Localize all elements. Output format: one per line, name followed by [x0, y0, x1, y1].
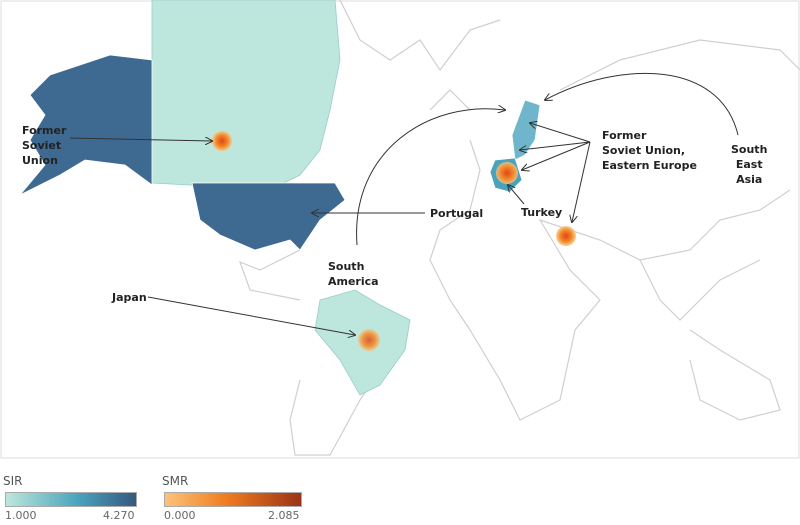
- region-sir-canada[interactable]: [151, 0, 341, 186]
- smr-bubble-middle-east[interactable]: [556, 226, 576, 246]
- annotation-former-soviet-union-eastern-europe: Former Soviet Union, Eastern Europe: [602, 129, 697, 172]
- annotation-portugal: Portugal: [430, 207, 484, 220]
- legend-sir-max: 4.270: [103, 509, 135, 522]
- annotation-south-america: South America: [328, 260, 379, 288]
- smr-bubble-germany[interactable]: [496, 162, 518, 184]
- annotation-japan: Japan: [112, 291, 147, 304]
- region-sir-usa[interactable]: [191, 182, 346, 251]
- legend-smr-min: 0.000: [164, 509, 196, 522]
- smr-bubble-brazil[interactable]: [358, 329, 380, 351]
- world-map: [0, 0, 800, 459]
- legend-smr-max: 2.085: [268, 509, 300, 522]
- annotation-former-soviet-union: Former Soviet Union: [22, 124, 67, 167]
- legend-sir-min: 1.000: [5, 509, 37, 522]
- legend-sir-gradient: [5, 492, 137, 507]
- legend-smr-title: SMR: [162, 474, 189, 488]
- annotation-arrows: [69, 72, 739, 335]
- smr-bubbles: [212, 131, 576, 351]
- region-sir-alaska[interactable]: [19, 54, 153, 196]
- region-sir-sweden[interactable]: [511, 99, 541, 161]
- annotation-south-east-asia: South East Asia: [731, 143, 768, 186]
- legend-sir-title: SIR: [3, 474, 23, 488]
- annotation-turkey: Turkey: [521, 206, 563, 219]
- smr-bubble-canada[interactable]: [212, 131, 232, 151]
- legend-smr-gradient: [164, 492, 302, 507]
- land-outlines: [238, 0, 800, 456]
